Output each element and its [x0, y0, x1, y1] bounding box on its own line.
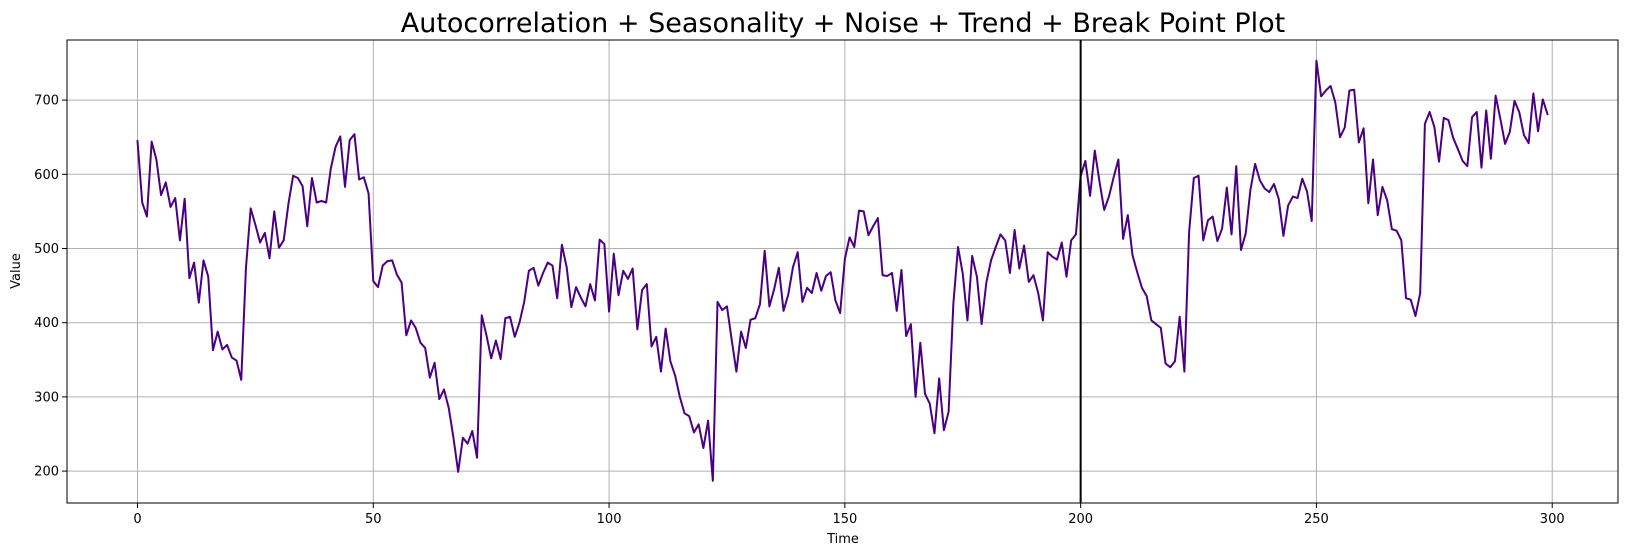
x-tick-label: 200 [1068, 512, 1093, 527]
y-tick-label: 400 [34, 316, 59, 331]
plot-frame [66, 39, 1619, 504]
x-tick-label: 250 [1304, 512, 1329, 527]
x-tick-label: 150 [832, 512, 857, 527]
x-tick-label: 300 [1540, 512, 1565, 527]
y-tick-label: 200 [34, 465, 59, 480]
y-axis-label: Value [9, 253, 24, 289]
axis-ticks: 0 50 100 150 200 250 300 200 300 400 500 600 700 [34, 94, 1564, 527]
y-tick-label: 700 [34, 94, 59, 109]
series-line [136, 59, 1549, 482]
x-tick-label: 50 [365, 512, 382, 527]
x-tick-label: 100 [597, 512, 622, 527]
grid [67, 40, 1618, 503]
chart-title: Autocorrelation + Seasonality + Noise + … [401, 8, 1286, 39]
x-axis-label: Time [826, 532, 859, 547]
y-tick-label: 600 [34, 168, 59, 183]
series-layer [136, 40, 1549, 503]
y-tick-label: 300 [34, 390, 59, 405]
x-tick-label: 0 [133, 512, 141, 527]
y-tick-label: 500 [34, 242, 59, 257]
